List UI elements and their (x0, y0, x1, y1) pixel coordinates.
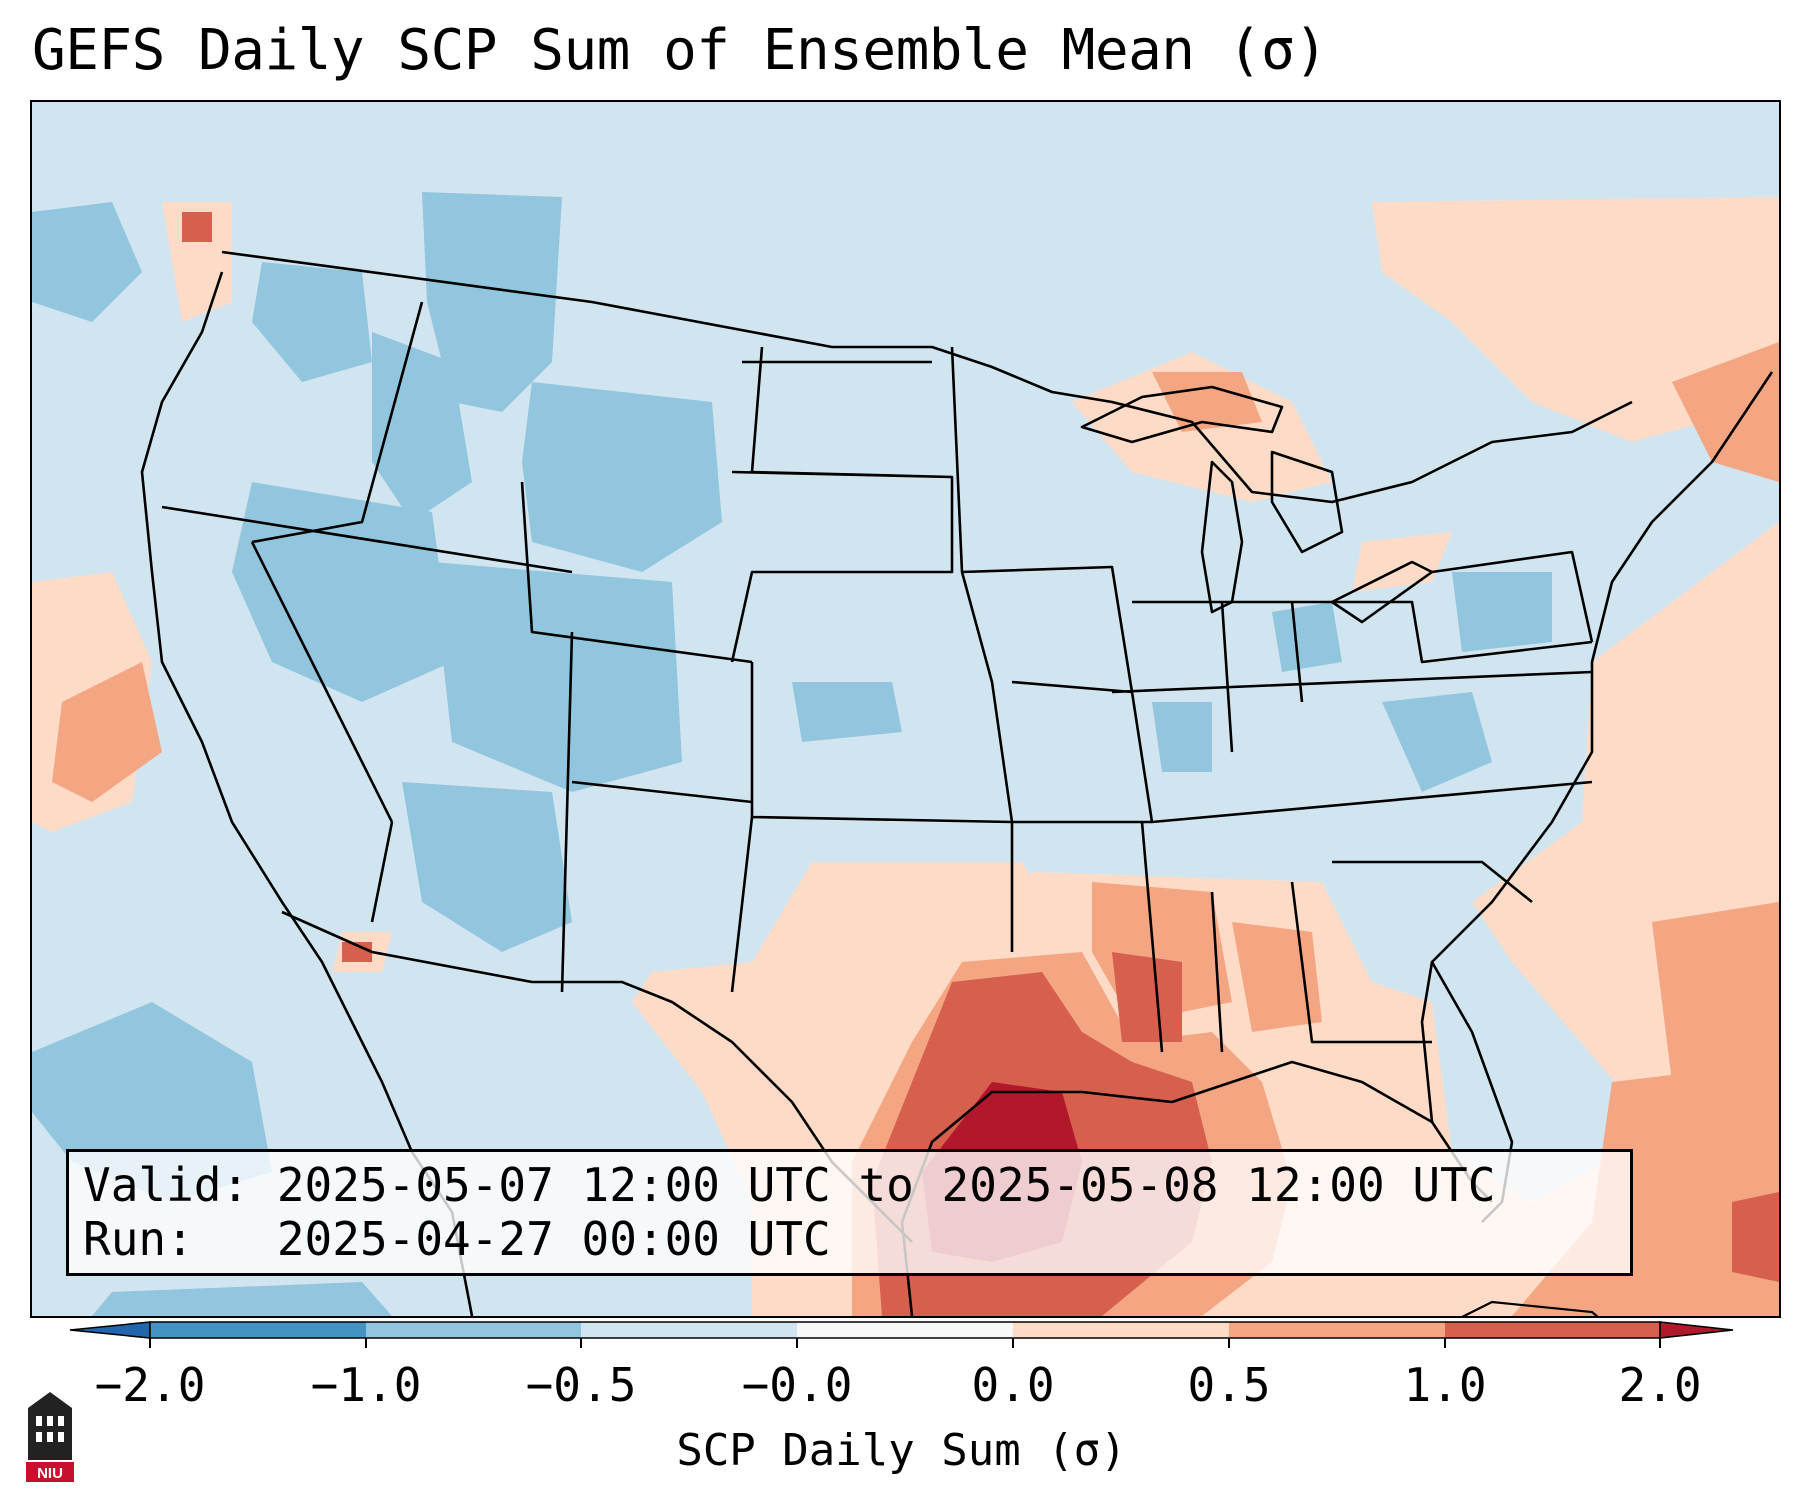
patch-pacific-coast-ca (52, 662, 162, 802)
patch-illinois (1152, 702, 1212, 772)
colorbar-extend-high (1659, 1321, 1734, 1339)
colorbar-tick-marks (149, 1338, 1661, 1348)
lake-huron (1270, 450, 1344, 554)
us-canada-border (221, 250, 1633, 504)
state-lines (161, 301, 1594, 1053)
colorbar-tick-label: 0.0 (971, 1358, 1055, 1412)
colorbar-outline (149, 1321, 1661, 1339)
logo-badge (26, 1462, 74, 1482)
patch-kansas (792, 682, 902, 742)
colorbar-segment (797, 1322, 1013, 1338)
patch-baja-dot (342, 942, 372, 962)
patch-arizona (402, 782, 572, 952)
logo-text: NIU (37, 1465, 63, 1482)
cuba-outline (1461, 1300, 1599, 1316)
patch-wyoming (522, 382, 722, 572)
patch-northern-rockies (422, 192, 562, 412)
map-boundaries (140, 250, 1774, 1316)
patch-mississippi (1112, 952, 1182, 1042)
niu-logo: NIU (26, 1392, 74, 1482)
patch-bahamas (1732, 1192, 1779, 1282)
scp-anomaly-map[interactable] (32, 102, 1779, 1316)
valid-time-text: Valid: 2025-05-07 12:00 UTC to 2025-05-0… (83, 1158, 1496, 1212)
patch-idaho (372, 332, 472, 522)
patch-utah-colorado (432, 562, 682, 792)
west-coast-line (140, 271, 474, 1316)
colorbar-segment (150, 1322, 366, 1338)
lake-superior (1080, 385, 1284, 444)
east-coast-line (1431, 371, 1774, 963)
colorbar-tick-label: 2.0 (1618, 1358, 1702, 1412)
patch-bottom-left (92, 1282, 392, 1316)
patch-pennsylvania (1452, 572, 1552, 652)
colorbar-segment (366, 1322, 581, 1338)
colorbar-label: SCP Daily Sum (σ) (676, 1425, 1127, 1476)
colorbar-tick-label: 0.5 (1187, 1358, 1271, 1412)
colorbar-segment (581, 1322, 797, 1338)
valid-run-info-box: Valid: 2025-05-07 12:00 UTC to 2025-05-0… (66, 1149, 1633, 1276)
map-panel[interactable] (30, 100, 1781, 1318)
run-time-text: Run: 2025-04-27 00:00 UTC (83, 1212, 831, 1266)
map-title: GEFS Daily SCP Sum of Ensemble Mean (σ) (32, 18, 1328, 83)
colorbar-tick-label: −1.0 (310, 1358, 422, 1412)
patch-washington-coast (252, 262, 372, 382)
patch-pacific-northwest-sea (32, 202, 142, 322)
colorbar (69, 1321, 1734, 1348)
us-mexico-border (281, 910, 913, 1243)
colorbar-tick-label: −2.0 (94, 1358, 206, 1412)
logo-windows (36, 1416, 64, 1442)
patch-ohio (1272, 602, 1342, 672)
colorbar-segment (1013, 1322, 1229, 1338)
patch-great-basin (232, 482, 452, 702)
colorbar-tick-label: −0.5 (525, 1358, 637, 1412)
colorbar-tick-label: −0.0 (741, 1358, 853, 1412)
colorbar-tick-label: 1.0 (1403, 1358, 1487, 1412)
colorbar-extend-low (69, 1321, 151, 1339)
patch-virginia (1382, 692, 1492, 792)
patch-new-england (1672, 342, 1779, 482)
colorbar-segment (1445, 1322, 1660, 1338)
patch-atlantic-mid (1652, 902, 1779, 1082)
patch-upper-peninsula (1152, 372, 1262, 432)
colorbar-segment (1229, 1322, 1445, 1338)
negative-anomaly-patches (32, 192, 1552, 1316)
patch-pacific-nw-dot (182, 212, 212, 242)
